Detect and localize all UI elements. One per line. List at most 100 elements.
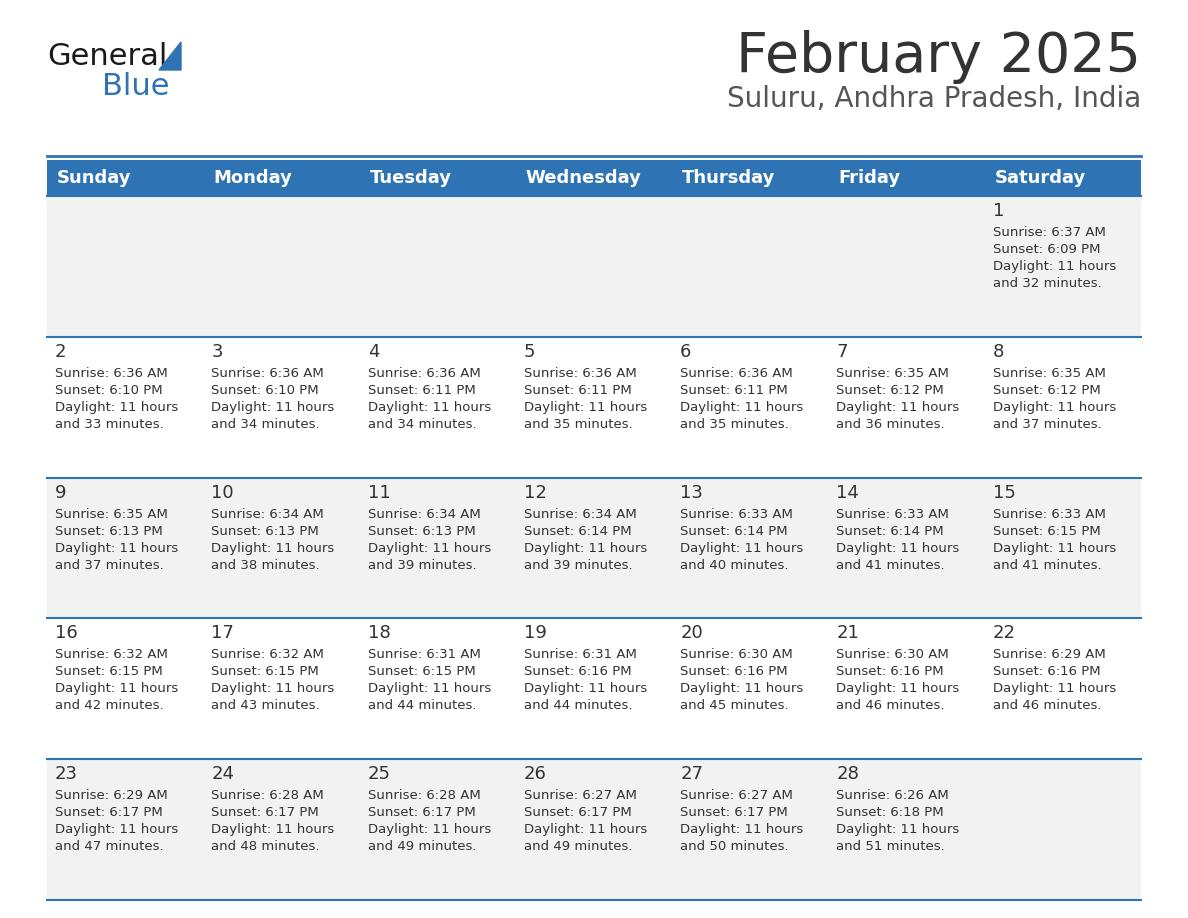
Text: Sunset: 6:16 PM: Sunset: 6:16 PM xyxy=(524,666,632,678)
Text: and 34 minutes.: and 34 minutes. xyxy=(211,418,320,431)
Text: Sunrise: 6:29 AM: Sunrise: 6:29 AM xyxy=(993,648,1106,661)
Text: Sunset: 6:09 PM: Sunset: 6:09 PM xyxy=(993,243,1100,256)
Text: Sunset: 6:15 PM: Sunset: 6:15 PM xyxy=(211,666,320,678)
Text: Sunset: 6:10 PM: Sunset: 6:10 PM xyxy=(55,384,163,397)
Text: Sunrise: 6:35 AM: Sunrise: 6:35 AM xyxy=(993,367,1106,380)
Text: Sunset: 6:11 PM: Sunset: 6:11 PM xyxy=(681,384,788,397)
Text: Sunrise: 6:29 AM: Sunrise: 6:29 AM xyxy=(55,789,168,802)
Text: Daylight: 11 hours: Daylight: 11 hours xyxy=(211,682,335,696)
Text: and 35 minutes.: and 35 minutes. xyxy=(524,418,632,431)
Text: 14: 14 xyxy=(836,484,859,501)
Text: Daylight: 11 hours: Daylight: 11 hours xyxy=(524,682,647,696)
Text: Sunrise: 6:27 AM: Sunrise: 6:27 AM xyxy=(681,789,794,802)
Text: Suluru, Andhra Pradesh, India: Suluru, Andhra Pradesh, India xyxy=(727,85,1140,113)
Text: Daylight: 11 hours: Daylight: 11 hours xyxy=(836,682,960,696)
Text: Daylight: 11 hours: Daylight: 11 hours xyxy=(836,823,960,836)
Text: Sunrise: 6:33 AM: Sunrise: 6:33 AM xyxy=(681,508,794,521)
Bar xyxy=(48,477,1140,619)
Text: Wednesday: Wednesday xyxy=(526,169,642,187)
Text: Sunset: 6:18 PM: Sunset: 6:18 PM xyxy=(836,806,944,819)
Text: Sunrise: 6:34 AM: Sunrise: 6:34 AM xyxy=(524,508,637,521)
Text: and 49 minutes.: and 49 minutes. xyxy=(524,840,632,853)
Text: Daylight: 11 hours: Daylight: 11 hours xyxy=(993,401,1116,414)
Text: Sunset: 6:17 PM: Sunset: 6:17 PM xyxy=(524,806,632,819)
Text: Sunrise: 6:26 AM: Sunrise: 6:26 AM xyxy=(836,789,949,802)
Text: Sunset: 6:15 PM: Sunset: 6:15 PM xyxy=(55,666,163,678)
Text: Sunset: 6:14 PM: Sunset: 6:14 PM xyxy=(681,524,788,538)
Bar xyxy=(48,337,1140,477)
Text: Sunrise: 6:28 AM: Sunrise: 6:28 AM xyxy=(211,789,324,802)
Text: 13: 13 xyxy=(681,484,703,501)
Text: Sunset: 6:17 PM: Sunset: 6:17 PM xyxy=(681,806,788,819)
Text: 1: 1 xyxy=(993,202,1004,220)
Text: General: General xyxy=(48,42,168,71)
Text: Sunset: 6:16 PM: Sunset: 6:16 PM xyxy=(681,666,788,678)
Text: 22: 22 xyxy=(993,624,1016,643)
Text: and 41 minutes.: and 41 minutes. xyxy=(993,558,1101,572)
Text: Daylight: 11 hours: Daylight: 11 hours xyxy=(681,542,803,554)
Text: Sunrise: 6:36 AM: Sunrise: 6:36 AM xyxy=(211,367,324,380)
Text: and 42 minutes.: and 42 minutes. xyxy=(55,700,164,712)
Text: and 39 minutes.: and 39 minutes. xyxy=(367,558,476,572)
Text: 11: 11 xyxy=(367,484,391,501)
Text: 12: 12 xyxy=(524,484,546,501)
Text: Sunset: 6:12 PM: Sunset: 6:12 PM xyxy=(993,384,1100,397)
Text: Sunrise: 6:30 AM: Sunrise: 6:30 AM xyxy=(836,648,949,661)
Text: and 43 minutes.: and 43 minutes. xyxy=(211,700,320,712)
Text: 27: 27 xyxy=(681,766,703,783)
Text: Daylight: 11 hours: Daylight: 11 hours xyxy=(55,823,178,836)
Text: Daylight: 11 hours: Daylight: 11 hours xyxy=(681,401,803,414)
Text: Daylight: 11 hours: Daylight: 11 hours xyxy=(367,823,491,836)
Text: Daylight: 11 hours: Daylight: 11 hours xyxy=(55,401,178,414)
Text: Daylight: 11 hours: Daylight: 11 hours xyxy=(524,823,647,836)
Text: Daylight: 11 hours: Daylight: 11 hours xyxy=(836,542,960,554)
Text: 19: 19 xyxy=(524,624,546,643)
Text: Sunrise: 6:35 AM: Sunrise: 6:35 AM xyxy=(55,508,168,521)
Text: February 2025: February 2025 xyxy=(737,30,1140,84)
Text: 16: 16 xyxy=(55,624,77,643)
Text: Sunrise: 6:35 AM: Sunrise: 6:35 AM xyxy=(836,367,949,380)
Text: Sunrise: 6:32 AM: Sunrise: 6:32 AM xyxy=(55,648,168,661)
Text: and 36 minutes.: and 36 minutes. xyxy=(836,418,944,431)
Text: Daylight: 11 hours: Daylight: 11 hours xyxy=(681,682,803,696)
Text: Sunrise: 6:27 AM: Sunrise: 6:27 AM xyxy=(524,789,637,802)
Polygon shape xyxy=(159,42,181,70)
Bar xyxy=(48,619,1140,759)
Bar xyxy=(516,160,672,196)
Text: 10: 10 xyxy=(211,484,234,501)
Text: Daylight: 11 hours: Daylight: 11 hours xyxy=(993,260,1116,273)
Text: Sunrise: 6:31 AM: Sunrise: 6:31 AM xyxy=(524,648,637,661)
Text: Daylight: 11 hours: Daylight: 11 hours xyxy=(993,682,1116,696)
Text: Sunrise: 6:36 AM: Sunrise: 6:36 AM xyxy=(367,367,480,380)
Bar xyxy=(360,160,516,196)
Text: Sunset: 6:16 PM: Sunset: 6:16 PM xyxy=(836,666,944,678)
Text: and 49 minutes.: and 49 minutes. xyxy=(367,840,476,853)
Text: and 48 minutes.: and 48 minutes. xyxy=(211,840,320,853)
Text: 23: 23 xyxy=(55,766,78,783)
Text: Daylight: 11 hours: Daylight: 11 hours xyxy=(681,823,803,836)
Text: and 38 minutes.: and 38 minutes. xyxy=(211,558,320,572)
Text: and 45 minutes.: and 45 minutes. xyxy=(681,700,789,712)
Text: Sunrise: 6:36 AM: Sunrise: 6:36 AM xyxy=(55,367,168,380)
Text: Sunset: 6:10 PM: Sunset: 6:10 PM xyxy=(211,384,318,397)
Text: and 50 minutes.: and 50 minutes. xyxy=(681,840,789,853)
Text: Sunset: 6:15 PM: Sunset: 6:15 PM xyxy=(993,524,1100,538)
Text: Saturday: Saturday xyxy=(994,169,1086,187)
Text: 21: 21 xyxy=(836,624,859,643)
Text: Sunset: 6:17 PM: Sunset: 6:17 PM xyxy=(211,806,320,819)
Bar xyxy=(48,196,1140,337)
Text: 25: 25 xyxy=(367,766,391,783)
Text: 17: 17 xyxy=(211,624,234,643)
Text: Daylight: 11 hours: Daylight: 11 hours xyxy=(55,682,178,696)
Text: 7: 7 xyxy=(836,342,848,361)
Text: 20: 20 xyxy=(681,624,703,643)
Text: Daylight: 11 hours: Daylight: 11 hours xyxy=(993,542,1116,554)
Text: Sunrise: 6:36 AM: Sunrise: 6:36 AM xyxy=(524,367,637,380)
Text: Sunset: 6:15 PM: Sunset: 6:15 PM xyxy=(367,666,475,678)
Text: and 41 minutes.: and 41 minutes. xyxy=(836,558,944,572)
Text: Sunset: 6:14 PM: Sunset: 6:14 PM xyxy=(524,524,632,538)
Text: Daylight: 11 hours: Daylight: 11 hours xyxy=(367,401,491,414)
Text: Sunset: 6:13 PM: Sunset: 6:13 PM xyxy=(367,524,475,538)
Text: 5: 5 xyxy=(524,342,536,361)
Text: 26: 26 xyxy=(524,766,546,783)
